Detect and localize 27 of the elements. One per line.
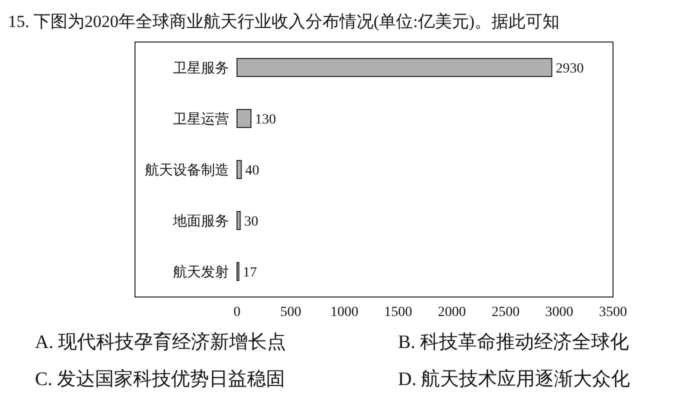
bar: [236, 211, 241, 230]
data-label: 40: [245, 164, 260, 178]
text: B. 科技革命推动经济全球化: [398, 331, 630, 353]
bar: [236, 58, 552, 77]
data-label: 30: [244, 214, 258, 230]
chart-title: 15. 下图为2020年全球商业航天行业收入分布情况(单位:亿美元)。据此可知: [8, 12, 560, 31]
bar: [236, 160, 242, 179]
x-tick-label: 1000: [330, 305, 358, 320]
x-tick-label: 500: [280, 305, 302, 320]
data-label: 17: [242, 266, 257, 280]
y-tick-label: 卫星服务: [173, 60, 229, 76]
bar: [236, 109, 252, 128]
y-tick-label: 航天发射: [173, 264, 229, 280]
y-tick-label: 地面服务: [172, 214, 229, 230]
x-tick-label: 0: [234, 305, 240, 320]
y-tick-label: 航天设备制造: [145, 162, 229, 178]
data-label: 130: [254, 112, 276, 128]
x-tick-label: 3000: [545, 305, 574, 320]
text: A. 现代科技孕育经济新增长点: [35, 331, 286, 353]
y-tick-label: 卫星运营: [173, 112, 229, 128]
text: C. 发达国家科技优势日益稳固: [35, 368, 286, 390]
x-tick-label: 2000: [438, 305, 466, 320]
data-label: 2930: [556, 62, 584, 76]
x-tick-label: 2500: [492, 305, 520, 320]
text: D. 航天技术应用逐渐大众化: [398, 368, 630, 390]
x-tick-label: 3500: [599, 305, 627, 320]
x-tick-label: 1500: [384, 305, 412, 320]
